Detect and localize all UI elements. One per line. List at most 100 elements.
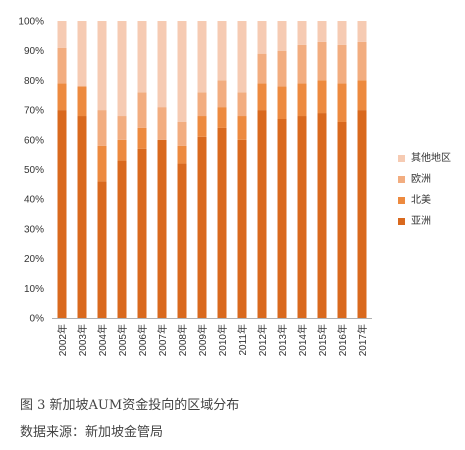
bar-segment [157,21,167,108]
bar-segment [97,21,107,111]
bar-segment [297,44,307,84]
legend-item: 北美 [398,190,451,211]
bar-segment [97,181,107,318]
bar-segment [337,21,347,45]
bar-segment [157,139,167,318]
x-tick-label: 2005年 [116,324,129,356]
y-tick-label: 70% [24,106,44,117]
bar-segment [77,21,87,87]
x-tick-label: 2004年 [96,324,109,356]
data-source: 数据来源：新加坡金管局 [20,425,164,440]
y-tick-label: 80% [24,76,44,87]
bar-segment [217,80,227,108]
x-tick-label: 2016年 [336,324,349,356]
bar-segment [237,116,247,140]
x-tick-label: 2002年 [56,324,69,356]
bar-segment [117,116,127,140]
bar-segment [277,86,287,120]
legend-label: 欧洲 [411,174,431,185]
bar-segment [317,80,327,114]
bar-segment [157,107,167,140]
x-tick-label: 2012年 [256,324,269,356]
bar-segment [217,127,227,318]
bar-segment [97,145,107,182]
bar-segment [317,113,327,318]
bars [57,21,367,318]
legend-label: 北美 [411,195,431,206]
y-tick-label: 30% [24,224,44,235]
bar-segment [357,110,367,318]
bar-segment [137,148,147,318]
x-tick-label: 2010年 [216,324,229,356]
bar-segment [257,110,267,318]
bar-segment [57,47,67,84]
x-tick-label: 2013年 [276,324,289,356]
bar-segment [357,41,367,81]
y-tick-label: 90% [24,46,44,57]
y-tick-label: 40% [24,195,44,206]
bar-segment [77,86,87,117]
bar-segment [337,44,347,84]
x-tick-label: 2007年 [156,324,169,356]
legend-item: 其他地区 [398,148,451,169]
bar-segment [257,21,267,54]
legend-item: 欧洲 [398,169,451,190]
y-tick-label: 50% [24,165,44,176]
bar-segment [97,110,107,146]
bar-segment [137,127,147,149]
bar-segment [357,80,367,111]
y-tick-label: 10% [24,284,44,295]
bar-segment [117,139,127,161]
legend-label: 其他地区 [411,153,451,164]
bar-segment [177,21,187,122]
legend-label: 亚洲 [411,216,431,227]
x-axis: 2002年 2003年 2004年 2005年 2006年 2007年 2008年 2009年… [52,318,372,356]
bar-segment [57,83,67,111]
y-tick-label: 60% [24,135,44,146]
x-tick-label: 2006年 [136,324,149,356]
bar-segment [57,110,67,318]
y-axis: 0% 10% 20% 30% 40% 50% 60% 70% 80% 90% 100% [18,17,44,325]
y-tick-label: 0% [30,314,45,325]
bar-segment [297,21,307,45]
bar-segment [177,121,187,146]
legend: 其他地区欧洲北美亚洲 [398,148,451,232]
bar-segment [297,116,307,318]
bar-segment [137,92,147,128]
legend-swatch [398,176,405,183]
bar-segment [297,83,307,117]
bar-segment [257,83,267,111]
figure-caption: 图 3 新加坡AUM资金投向的区域分布 [20,398,240,413]
bar-segment [317,21,327,42]
bar-segment [357,21,367,42]
x-tick-label: 2017年 [356,324,369,356]
bar-segment [277,50,287,87]
bar-segment [197,136,207,318]
bar-segment [77,116,87,318]
legend-item: 亚洲 [398,211,451,232]
legend-swatch [398,155,405,162]
bar-segment [137,21,147,93]
x-tick-label: 2008年 [176,324,189,356]
bar-segment [197,116,207,137]
bar-segment [277,119,287,318]
x-tick-label: 2015年 [316,324,329,356]
bar-segment [337,83,347,122]
stacked-bar-chart: 0%10%20%30%40%50%60%70%80%90%100% 2002年 2… [18,17,372,356]
x-tick-label: 2014年 [296,324,309,356]
y-tick-label: 100% [18,17,44,28]
bar-segment [257,53,267,84]
bar-segment [217,21,227,81]
legend-swatch [398,197,405,204]
bar-segment [117,160,127,318]
bar-segment [57,21,67,48]
bar-segment [197,21,207,93]
bar-segment [317,41,327,81]
x-tick-label: 2003年 [76,324,89,356]
x-tick-label: 2009年 [196,324,209,356]
bar-segment [217,107,227,128]
legend-swatch [398,218,405,225]
bar-segment [337,121,347,318]
bar-segment [237,139,247,318]
bar-segment [117,21,127,117]
